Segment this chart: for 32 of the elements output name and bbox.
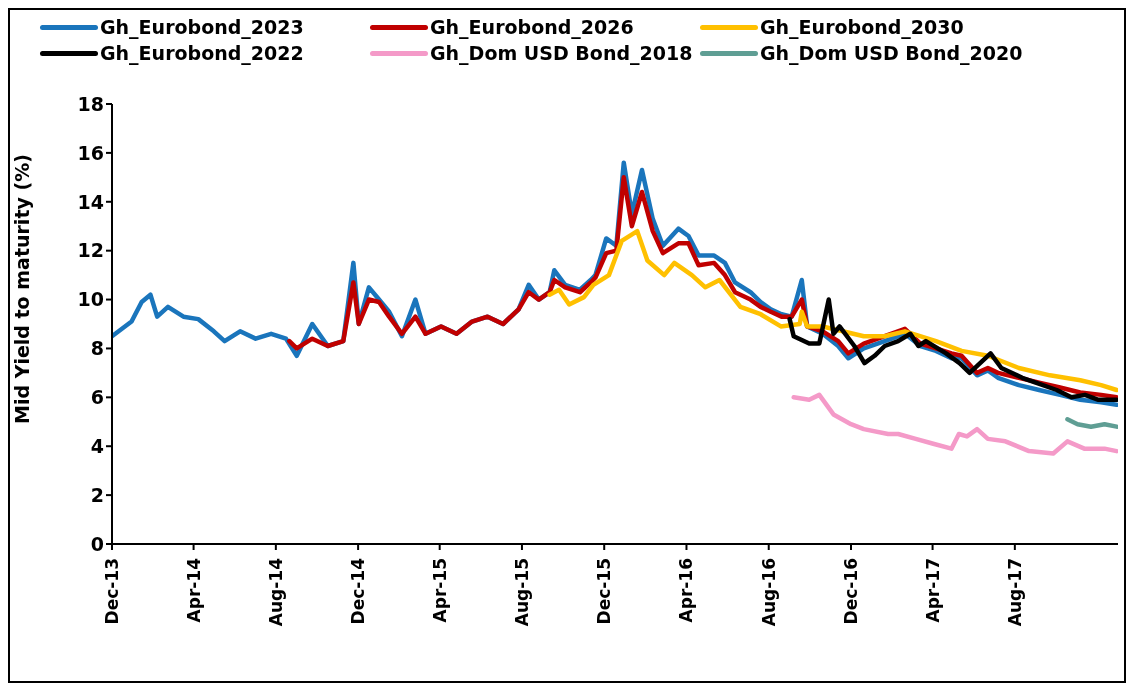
y-tick-label: 6 — [90, 386, 104, 409]
legend-label: Gh_Dom USD Bond_2020 — [760, 42, 1023, 64]
y-tick-label: 16 — [77, 141, 104, 164]
y-tick-label: 8 — [90, 337, 104, 360]
x-tick-label: Aug-16 — [758, 558, 779, 627]
x-tick-label: Apr-17 — [922, 558, 943, 623]
y-tick-label: 2 — [90, 483, 104, 506]
x-tick-label: Dec-13 — [102, 558, 122, 625]
legend-label: Gh_Eurobond_2030 — [760, 16, 964, 38]
y-axis-title: Mid Yield to maturity (%) — [10, 154, 33, 424]
legend-label: Gh_Dom USD Bond_2018 — [430, 42, 693, 64]
x-tick-label: Aug-14 — [265, 557, 286, 627]
line-series — [791, 392, 1118, 456]
legend-label: Gh_Eurobond_2022 — [100, 42, 304, 64]
legend-label: Gh_Eurobond_2026 — [430, 16, 634, 38]
y-tick-label: 14 — [77, 190, 104, 213]
legend-label: Gh_Eurobond_2023 — [100, 16, 304, 38]
x-tick-label: Dec-14 — [348, 557, 369, 625]
x-tick-label: Aug-17 — [1004, 558, 1025, 627]
x-tick-label: Dec-16 — [840, 558, 861, 625]
line-series — [547, 228, 1118, 393]
x-tick-label: Apr-15 — [429, 558, 450, 623]
y-tick-label: 18 — [77, 92, 104, 115]
x-tick-label: Dec-15 — [594, 558, 615, 625]
y-tick-label: 4 — [90, 434, 104, 457]
line-series — [787, 297, 1118, 403]
x-tick-label: Apr-14 — [183, 557, 204, 623]
y-tick-label: 10 — [77, 288, 104, 311]
x-tick-label: Aug-15 — [511, 558, 532, 627]
x-tick-label: Apr-16 — [676, 558, 697, 623]
y-tick-label: 12 — [77, 239, 104, 262]
y-tick-label: 0 — [90, 532, 104, 555]
